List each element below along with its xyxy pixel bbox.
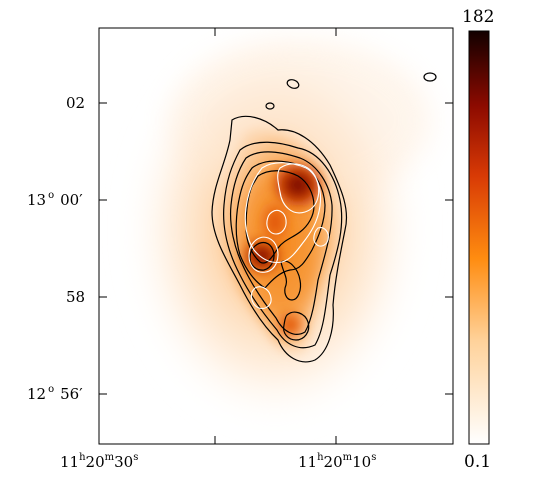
y-tick-label-02: 02 [66,94,85,112]
contour-level-2 [223,141,343,349]
white-contour-6 [313,227,329,247]
white-contour-4 [266,209,287,235]
y-tick-label-58: 58 [66,288,85,306]
y-tick-min: 56 [60,385,79,403]
y-tick-labels: 02 13 o 00′ 58 12 o 56′ [27,94,85,403]
y-tick-label-12-56: 12 o 56′ [27,384,83,403]
x-tick-labels: 11h20m30s 11h20m10s [60,452,376,471]
heatmap-image [99,28,453,444]
colorbar: 182 0.1 [462,7,494,472]
plot-frame [98,27,454,445]
x-tick-label-10s: 11h20m10s [298,452,376,471]
arcmin-symbol: ′ [79,385,83,403]
contour-level-1 [211,115,348,363]
deg-symbol: o [48,384,54,395]
contour-level-6 [249,241,275,271]
emission-ridge [261,200,289,244]
y-tick-deg: 12 [27,385,46,403]
y-tick-label-13-00: 13 o 00′ [27,190,83,209]
contour-level-3 [229,151,333,335]
colorbar-max-label: 182 [462,7,494,27]
contour-isolated-2 [265,102,275,110]
contours-black [211,72,437,363]
emission-peak-north [272,161,324,209]
arcmin-symbol: ′ [79,191,83,209]
y-tick-min: 00 [60,191,79,209]
white-contour-3 [248,236,279,273]
contours-white [244,162,329,309]
axis-ticks [99,28,453,444]
white-contour-5 [250,286,272,309]
emission-knot-south [276,311,304,339]
white-contour-2 [277,163,320,214]
colorbar-scale [468,30,490,445]
contour-isolated-3 [423,72,437,82]
y-tick-deg: 13 [27,191,46,209]
x-tick-label-30s: 11h20m30s [60,452,138,471]
colorbar-min-label: 0.1 [464,452,491,472]
contour-knot-south [283,311,310,341]
contour-level-hook [280,260,302,301]
contour-isolated-1 [286,79,300,89]
deg-symbol: o [48,190,54,201]
white-contour-1 [244,162,322,264]
